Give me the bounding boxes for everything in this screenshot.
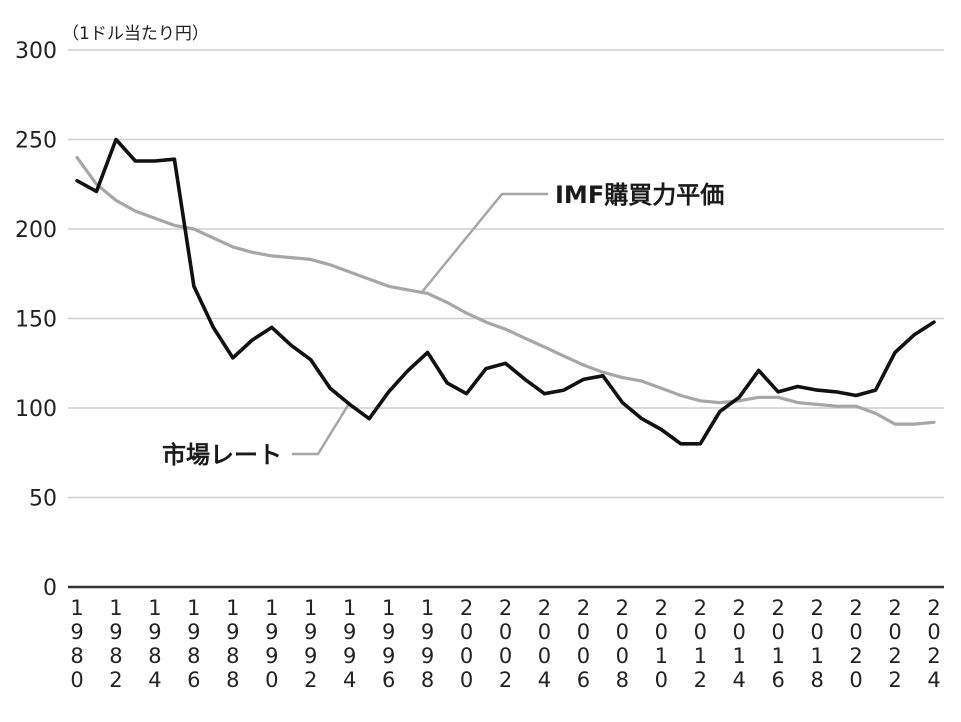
y-axis-ticks: 0 50 100 150 200 250 300 <box>15 39 57 601</box>
y-axis-unit-label: （1ドル当たり円） <box>62 24 209 44</box>
series-label-market-rate: 市場レート <box>162 441 282 469</box>
series-lines <box>75 137 936 446</box>
y-tick-label: 100 <box>15 397 57 422</box>
ppp-callout-line <box>421 192 548 293</box>
grid-lines <box>68 49 944 589</box>
series-line-market-rate <box>75 137 936 446</box>
y-tick-label: 200 <box>15 218 57 243</box>
y-tick-label: 300 <box>15 39 57 64</box>
y-tick-label: 150 <box>15 308 57 333</box>
series-label-ppp: IMF購買力平価 <box>555 181 724 209</box>
y-tick-label: 250 <box>15 129 57 154</box>
market-callout-line <box>292 401 352 456</box>
y-tick-label: 0 <box>43 576 57 601</box>
x-axis-ticks: 1 9 8 0 1 9 8 2 1 9 8 4 1 9 8 6 1 9 8 8 1 9 9 0 1 9 9 2 1 9 9 4 1 9 9 6 1 9 9 8… <box>70 596 940 692</box>
series-label-callouts <box>292 192 548 456</box>
series-line-ppp <box>75 155 936 426</box>
y-tick-label: 50 <box>29 487 57 512</box>
